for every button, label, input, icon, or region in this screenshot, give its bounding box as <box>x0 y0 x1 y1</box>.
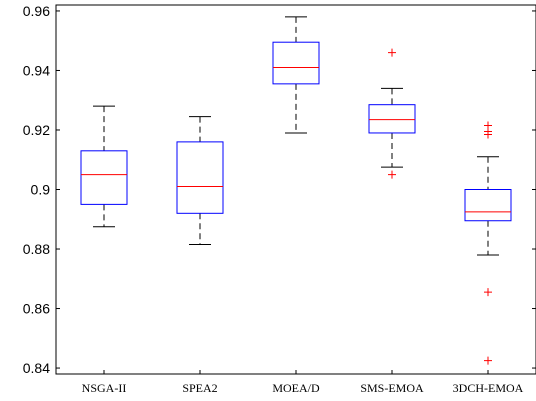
y-tick-label: 0.88 <box>23 241 50 257</box>
y-tick-label: 0.92 <box>23 122 50 138</box>
y-tick-label: 0.94 <box>23 62 50 78</box>
boxes-group <box>80 16 512 365</box>
box-moea-d <box>272 16 320 134</box>
iqr-box <box>80 150 128 205</box>
x-tick-label: MOEA/D <box>272 381 320 395</box>
y-tick-label: 0.96 <box>23 3 50 19</box>
x-tick-label: 3DCH-EMOA <box>453 381 524 395</box>
outlier-point <box>388 170 396 179</box>
x-axis: NSGA-II SPEA2 MOEA/D SMS-EMOA 3DCH-EMOA <box>82 370 524 395</box>
box-nsga-ii <box>80 105 128 228</box>
y-tick-label: 0.9 <box>31 182 51 198</box>
y-tick-label: 0.86 <box>23 301 50 317</box>
outlier-point <box>484 288 492 297</box>
plot-frame <box>55 4 536 375</box>
x-tick-label: NSGA-II <box>82 381 127 395</box>
outlier-point <box>484 130 492 139</box>
iqr-box <box>464 189 512 222</box>
y-tick-label: 0.84 <box>23 360 50 376</box>
box-spea2 <box>176 116 224 246</box>
iqr-box <box>176 141 224 214</box>
y-axis: 0.84 0.86 0.88 0.9 0.92 0.94 0.96 <box>23 3 536 376</box>
x-tick-label: SMS-EMOA <box>360 381 424 395</box>
box-3dch-emoa <box>464 121 512 365</box>
iqr-box <box>272 41 320 85</box>
outlier-point <box>388 48 396 57</box>
outlier-point <box>484 356 492 365</box>
box-sms-emoa <box>368 48 416 179</box>
iqr-box <box>368 104 416 134</box>
x-tick-label: SPEA2 <box>182 381 217 395</box>
